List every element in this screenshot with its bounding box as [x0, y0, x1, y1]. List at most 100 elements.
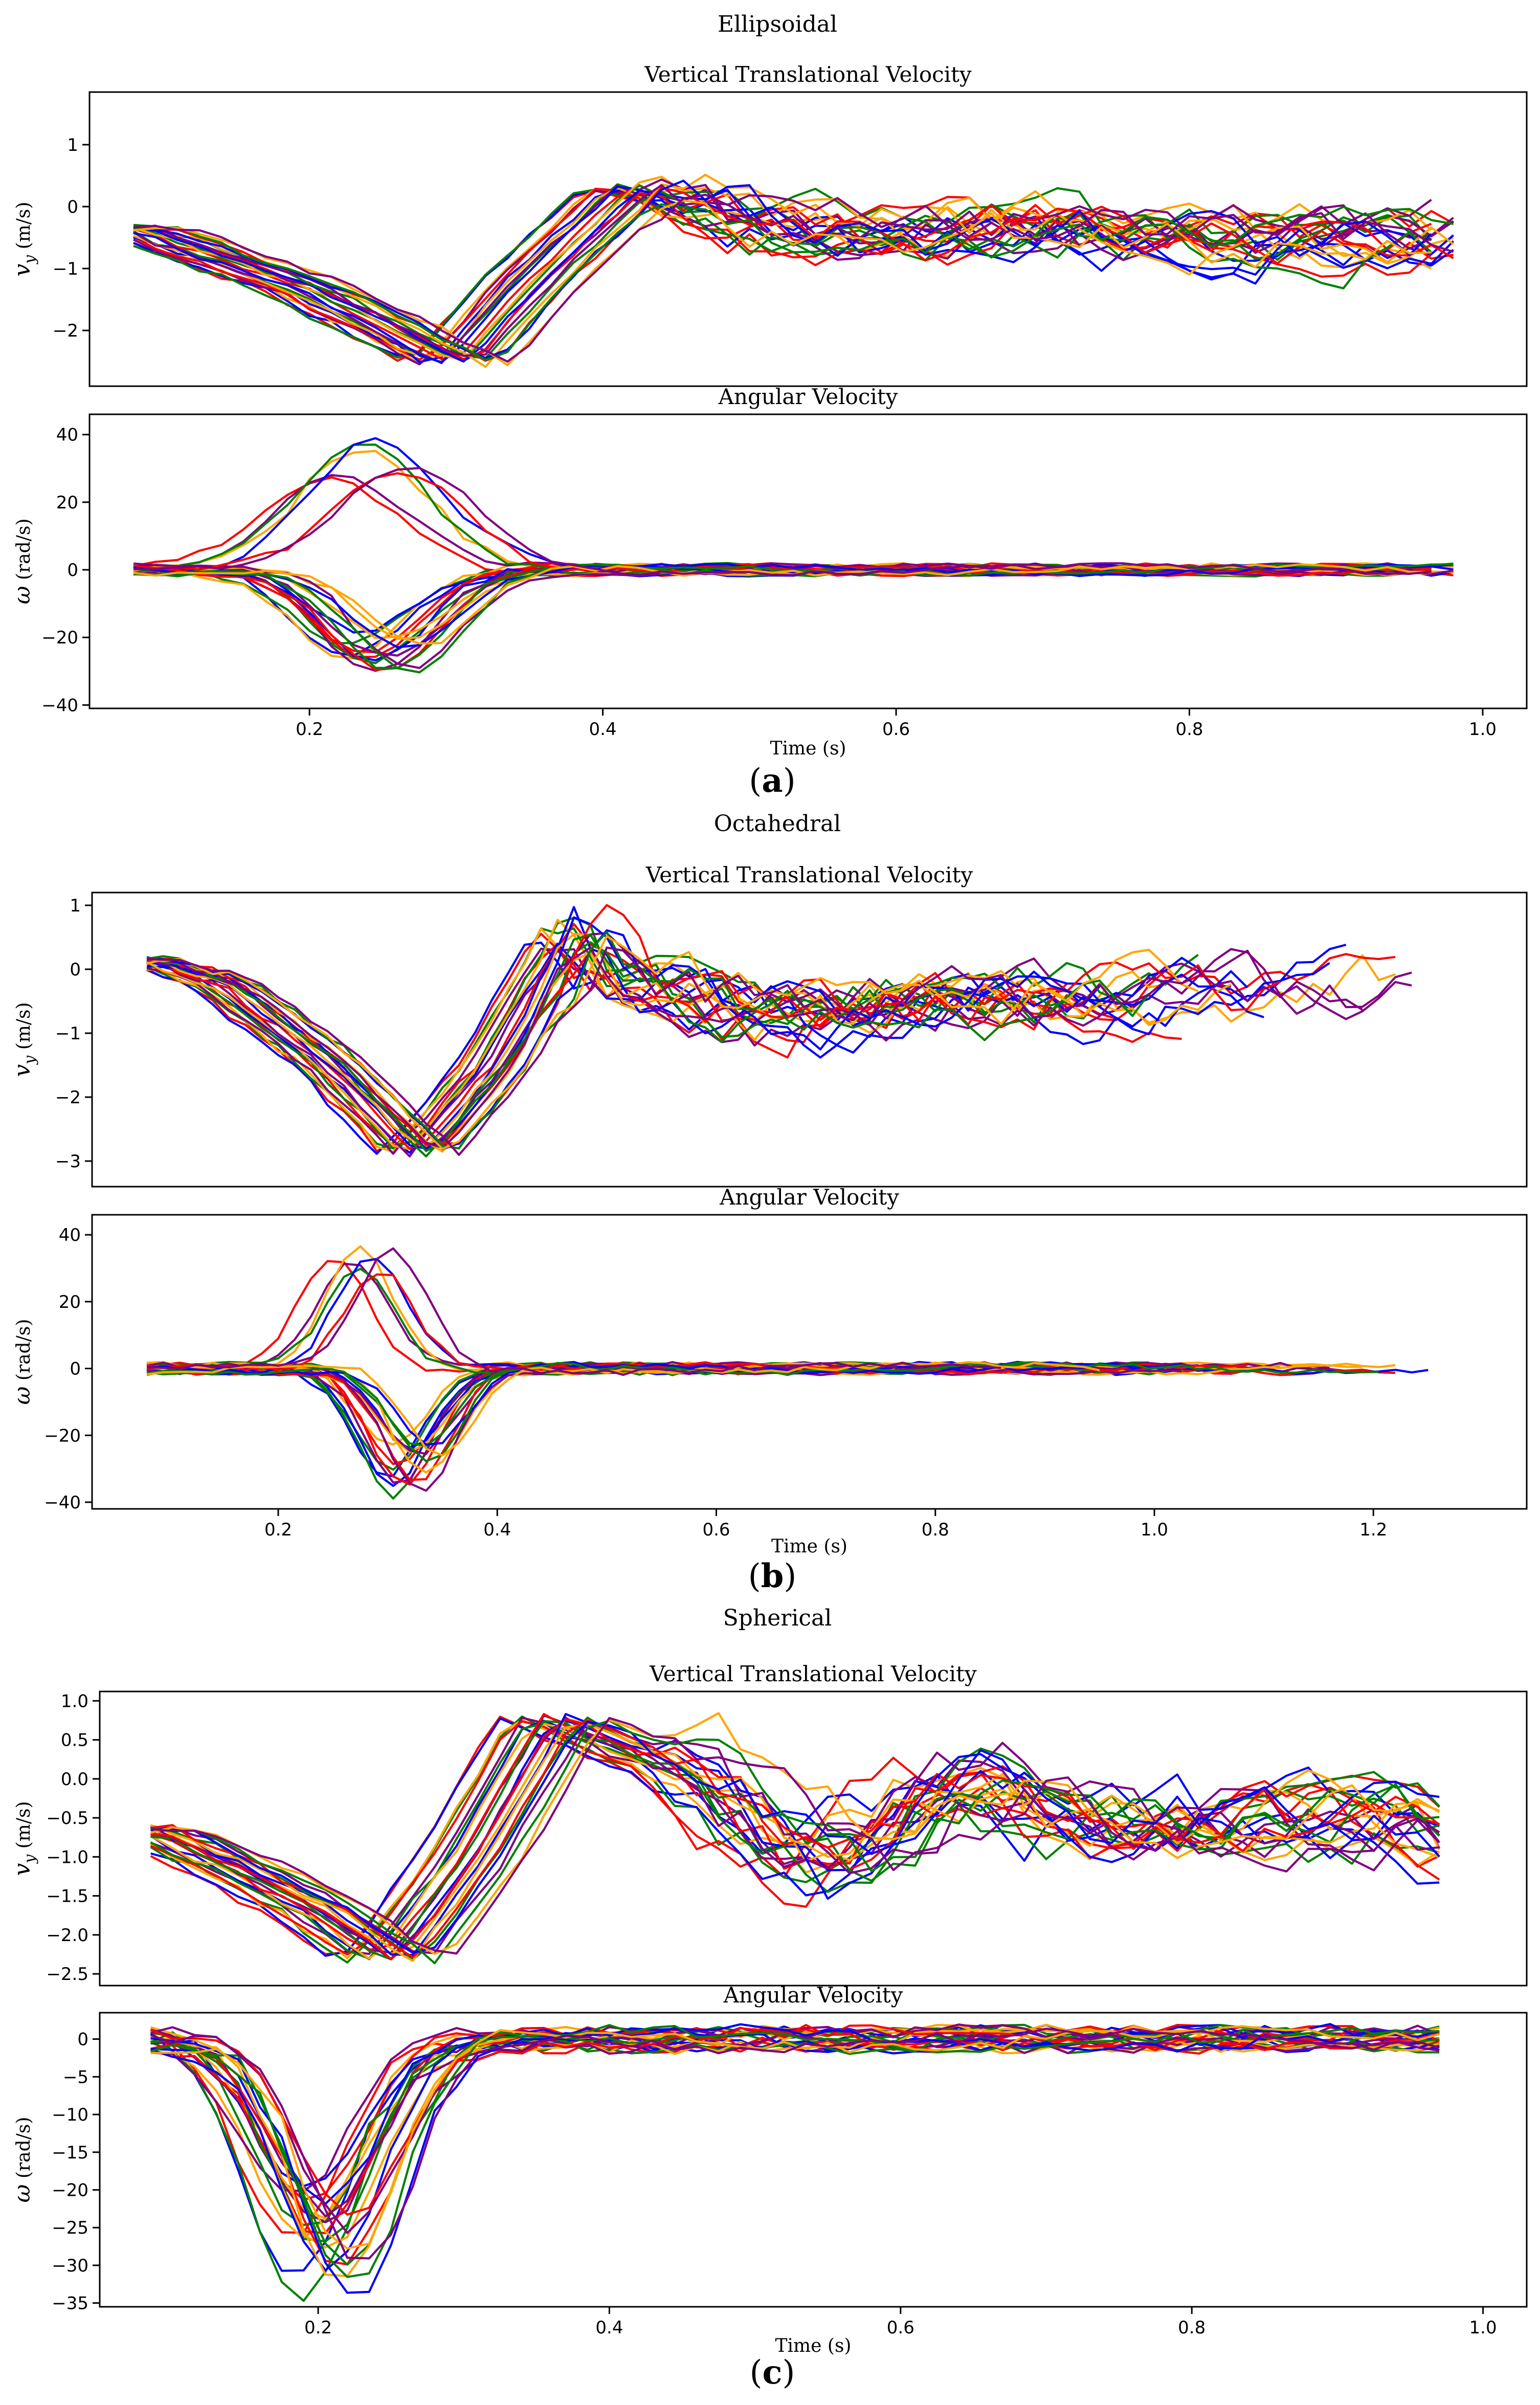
- series-line-24: [133, 199, 1432, 366]
- x-tick-label: 0.8: [922, 1520, 949, 1540]
- x-axis-label: Time (s): [775, 2335, 852, 2356]
- panel-c-suptitle: Spherical: [723, 1605, 832, 1631]
- y-axis-label: ω (rad/s): [9, 519, 35, 605]
- series-line-24: [146, 935, 1199, 1150]
- x-tick-label: 1.0: [1469, 2318, 1497, 2338]
- y-tick-label: 0: [70, 1359, 81, 1379]
- y-tick-label: 40: [59, 1225, 81, 1245]
- x-tick-label: 1.0: [1469, 719, 1497, 740]
- series-group: [150, 1712, 1441, 1965]
- y-tick-label: 40: [56, 425, 78, 446]
- x-tick-label: 0.4: [483, 1520, 511, 1540]
- series-group: [146, 1245, 1429, 1500]
- y-tick-label: −2.0: [46, 1925, 88, 1946]
- y-axis-label: vy (m/s): [9, 202, 39, 276]
- y-tick-label: −10: [52, 2105, 88, 2125]
- panel-a-subplot-1: Vertical Translational Velocity 1 0 −1 −2 vy …: [9, 62, 1528, 387]
- y-axis-label: vy (m/s): [9, 1801, 39, 1876]
- panel-b-subplot-2: Angular Velocity 40 20 0 −20 −40 0.2 0.4 0.6 0.8 1…: [9, 1185, 1528, 1557]
- y-tick-label: 1: [70, 896, 81, 916]
- y-tick-label: 0: [70, 960, 81, 980]
- y-tick-label: −1: [53, 259, 78, 279]
- y-tick-label: 0: [77, 2030, 88, 2050]
- x-tick-label: 0.2: [296, 719, 323, 740]
- panel-a-suptitle: Ellipsoidal: [718, 11, 837, 37]
- series-line-23: [150, 1719, 1440, 1965]
- panel-c-subplot-2: Angular Velocity 0 −5 −10 −15 −20 −25 −30 −35 0.2…: [9, 1983, 1528, 2356]
- series-line-21: [133, 186, 1454, 362]
- y-tick-label: 20: [59, 1292, 81, 1312]
- x-tick-label: 0.4: [595, 2318, 623, 2338]
- y-tick-label: −35: [52, 2293, 88, 2314]
- x-tick-label: 0.6: [882, 719, 910, 740]
- panel-c-label: (c): [750, 2353, 795, 2392]
- y-tick-label: −25: [52, 2218, 88, 2238]
- series-group: [132, 173, 1455, 368]
- x-tick-label: 0.8: [1175, 719, 1203, 740]
- series-line-13: [133, 184, 1432, 363]
- y-tick-label: −2: [53, 321, 78, 341]
- x-axis-label: Time (s): [770, 738, 846, 759]
- series-line-18: [146, 933, 1067, 1152]
- axes-frame: [99, 2012, 1528, 2308]
- series-line-25: [133, 193, 1454, 363]
- series-line-23: [133, 203, 1454, 361]
- series-line-22: [150, 1721, 1440, 1954]
- series-line-23: [150, 2024, 1440, 2278]
- panel-a-label: (a): [749, 762, 795, 800]
- series-group: [133, 437, 1454, 674]
- subplot-title: Angular Velocity: [719, 1185, 899, 1210]
- x-tick-label: 0.4: [589, 719, 617, 740]
- y-tick-label: 0.5: [61, 1730, 88, 1751]
- series-line-13: [150, 1720, 1440, 1961]
- axes-frame: [91, 1214, 1528, 1510]
- y-tick-label: −20: [52, 2180, 88, 2200]
- series-line-18: [150, 1717, 1440, 1961]
- y-tick-label: 20: [56, 493, 78, 513]
- y-tick-label: −0.5: [46, 1808, 88, 1829]
- panel-b-subplot-1: Vertical Translational Velocity 1 0 −1 −2 −3 v…: [9, 862, 1528, 1188]
- y-tick-label: −3: [55, 1151, 81, 1172]
- subplot-title: Angular Velocity: [718, 384, 898, 409]
- series-line-22: [147, 1361, 1182, 1446]
- subplot-title: Angular Velocity: [723, 1983, 903, 2008]
- series-line-14: [147, 933, 1018, 1148]
- axes-frame: [88, 91, 1528, 387]
- y-tick-label: −1.5: [46, 1886, 88, 1907]
- y-axis-label: vy (m/s): [9, 1002, 39, 1077]
- series-group: [150, 2023, 1440, 2302]
- axes-frame: [99, 1690, 1528, 1987]
- series-line-22: [133, 563, 1454, 649]
- series-line-21: [146, 1273, 1248, 1375]
- y-tick-label: −20: [41, 628, 78, 648]
- y-axis-label: ω (rad/s): [9, 2117, 35, 2203]
- x-tick-label: 0.6: [702, 1520, 730, 1540]
- panel-c-subplot-1: Vertical Translational Velocity 1.0 0.5 0.0…: [9, 1661, 1528, 1987]
- series-group: [146, 904, 1412, 1157]
- y-tick-label: −2: [55, 1087, 81, 1108]
- series-line-17: [150, 1713, 1440, 1956]
- series-line-21: [150, 2024, 1440, 2216]
- x-tick-label: 0.8: [1178, 2318, 1206, 2338]
- series-line-22: [146, 929, 1248, 1150]
- y-tick-label: −5: [63, 2067, 88, 2087]
- x-tick-label: 1.2: [1359, 1520, 1387, 1540]
- y-tick-label: −2.5: [46, 1964, 88, 1985]
- series-line-25: [147, 946, 1412, 1156]
- panel-b-label: (b): [748, 1557, 797, 1595]
- subplot-title: Vertical Translational Velocity: [644, 62, 972, 87]
- series-line-7: [146, 942, 1330, 1154]
- x-tick-label: 0.2: [264, 1520, 292, 1540]
- series-line-9: [146, 919, 1166, 1150]
- y-tick-label: 0.0: [61, 1769, 88, 1790]
- series-line-13: [150, 2023, 1440, 2243]
- series-line-24: [146, 1361, 1100, 1457]
- series-line-25: [150, 1717, 1440, 1955]
- series-line-24: [150, 2025, 1440, 2250]
- y-tick-label: 0: [67, 560, 78, 581]
- series-line-25: [133, 466, 1432, 576]
- panel-a-subplot-2: Angular Velocity 40 20 0 −20 −40 0.2 0.4 0.6 0.8 1…: [9, 384, 1528, 759]
- series-line-12: [150, 1720, 1440, 1961]
- y-tick-label: 1: [67, 135, 78, 155]
